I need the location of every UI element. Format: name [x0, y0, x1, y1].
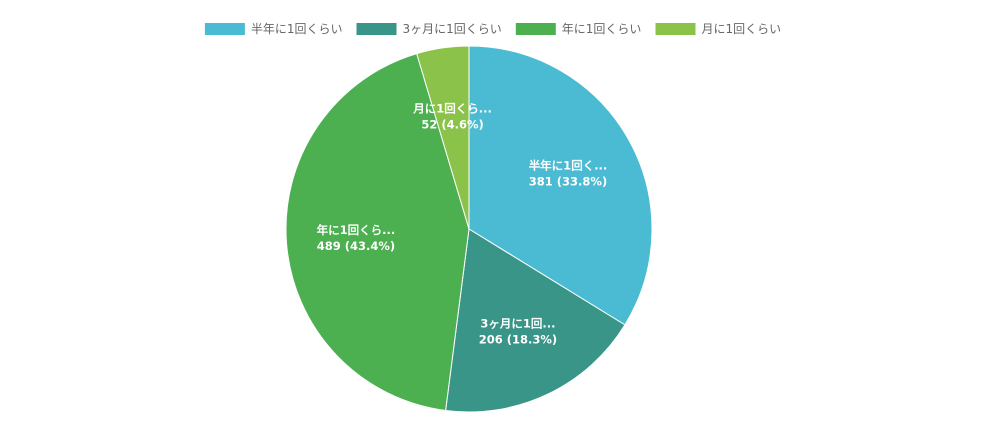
legend-label[interactable]: 年に1回くらい: [562, 22, 642, 36]
slice-value-label: 381 (33.8%): [529, 175, 607, 189]
slice-category-label: 年に1回くら...: [317, 223, 396, 237]
slice-category-label: 月に1回くら...: [412, 102, 492, 116]
legend: 半年に1回くらい 3ヶ月に1回くらい 年に1回くらい 月に1回くらい: [204, 22, 782, 36]
pie-slice[interactable]: [445, 228, 626, 413]
legend-swatch[interactable]: [356, 23, 397, 35]
slice-value-label: 489 (43.4%): [317, 239, 395, 253]
legend-swatch[interactable]: [655, 23, 696, 35]
legend-label[interactable]: 半年に1回くらい: [251, 22, 343, 36]
pie-slices: [285, 45, 653, 413]
pie-slice[interactable]: [468, 45, 653, 326]
slice-value-label: 206 (18.3%): [479, 332, 557, 346]
legend-swatch[interactable]: [204, 23, 245, 35]
legend-label[interactable]: 月に1回くらい: [702, 22, 782, 36]
legend-label[interactable]: 3ヶ月に1回くらい: [403, 22, 502, 36]
legend-swatch[interactable]: [515, 23, 556, 35]
pie-slice[interactable]: [285, 52, 470, 412]
slice-value-label: 52 (4.6%): [421, 118, 483, 132]
pie-slice[interactable]: [416, 45, 470, 230]
slice-category-label: 半年に1回く...: [529, 159, 608, 173]
slice-category-label: 3ヶ月に1回...: [480, 316, 555, 330]
slice-labels: 半年に1回く... 381 (33.8%) 3ヶ月に1回... 206 (18.3%)…: [317, 102, 608, 347]
